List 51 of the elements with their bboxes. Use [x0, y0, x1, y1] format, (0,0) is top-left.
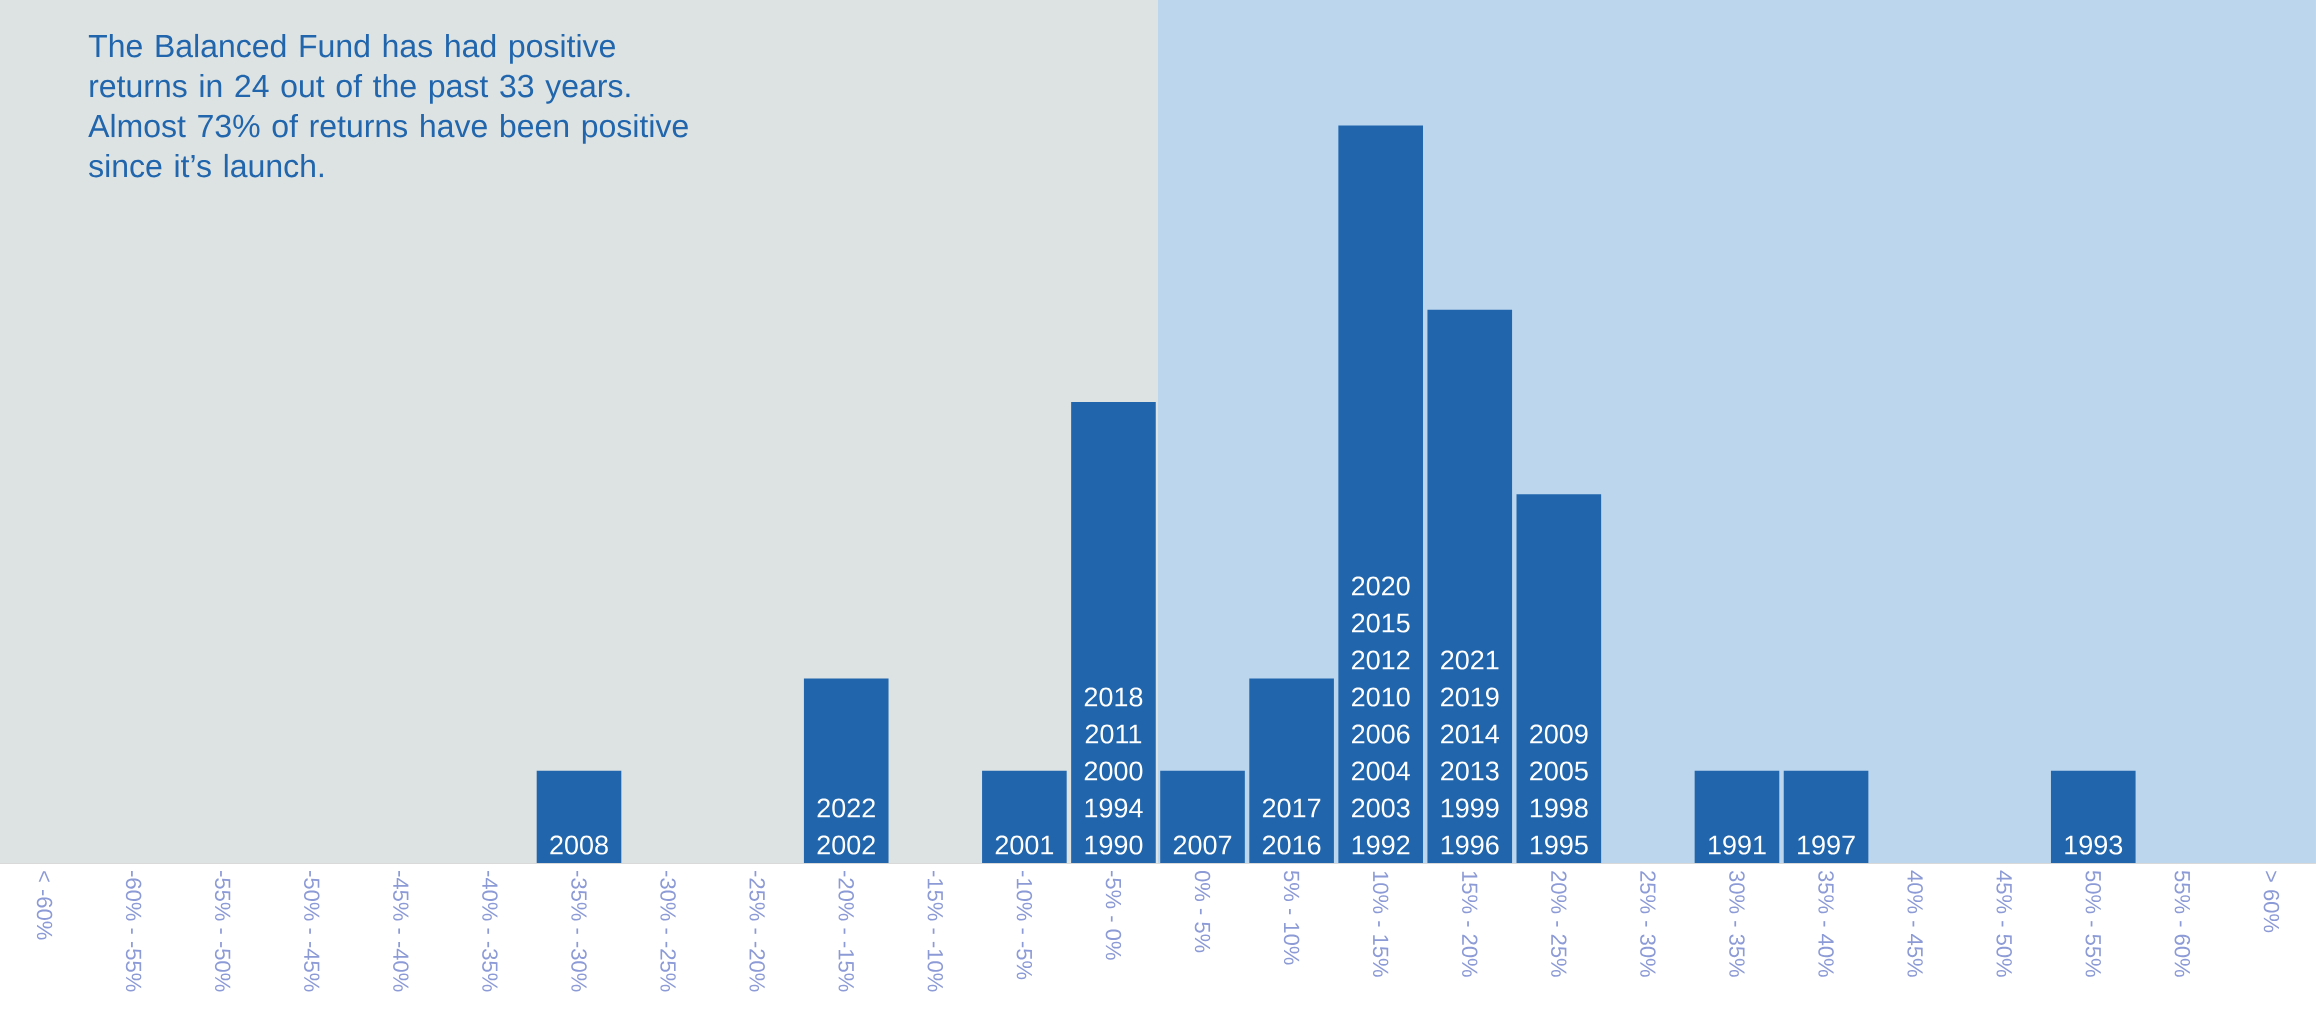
annotation: 2017 2016 — [1262, 798, 1321, 855]
annotation: 2008 — [550, 835, 608, 855]
x-tick-label: -25% - -20% — [749, 871, 765, 992]
annotation: 2009 2005 1998 1995 — [1530, 724, 1588, 855]
x-tick-label: 55% - 60% — [2174, 870, 2191, 977]
x-tick-label: > 60% — [2263, 871, 2280, 933]
x-tick-label: 0% - 5% — [1194, 870, 1211, 953]
x-tick-label: -10% - -5% — [1016, 871, 1033, 980]
x-tick-label: 50% - 55% — [2085, 870, 2102, 977]
x-tick-label: 35% - 40% — [1818, 870, 1834, 977]
annotation: 2021 2019 2014 2013 1999 1996 — [1441, 650, 1499, 855]
x-tick-label: -30% - -25% — [660, 871, 676, 992]
chart-title: The Balanced Fund has had positive returns in 24 out of the past 33 years. Almost 73% of returns have been positive since it’s launch. — [88, 33, 688, 178]
bar — [536, 770, 622, 863]
bar — [1160, 770, 1245, 863]
annotation: 1993 — [2065, 835, 2123, 855]
annotation: 2007 — [1173, 835, 1232, 855]
x-tick-label: -35% - -30% — [571, 871, 587, 992]
x-tick-label: -40% - -35% — [482, 871, 498, 992]
x-tick-label: -20% - -15% — [838, 871, 854, 992]
bar — [1516, 494, 1602, 863]
bar — [1071, 401, 1156, 863]
bar — [1694, 770, 1780, 863]
x-tick-label: -50% - -45% — [303, 871, 320, 992]
annotation: 2001 — [995, 835, 1054, 855]
x-tick-label: 5% - 10% — [1283, 870, 1300, 965]
bar — [803, 678, 889, 863]
annotation: 1991 — [1709, 835, 1766, 855]
bar — [982, 770, 1067, 863]
x-tick-label: -5% - 0% — [1105, 871, 1122, 960]
x-tick-label: 40% - 45% — [1907, 870, 1923, 977]
bar — [2050, 770, 2136, 863]
x-tick-label: -15% - -10% — [927, 871, 944, 992]
x-tick-label: 10% - 15% — [1372, 871, 1389, 977]
bar — [1249, 678, 1334, 863]
annotation: 2020 2015 2012 2010 2006 2004 2003 1992 — [1351, 576, 1410, 855]
bar — [1427, 309, 1513, 863]
x-tick-label: -60% - -55% — [125, 871, 142, 992]
x-tick-label: -45% - -40% — [393, 871, 409, 992]
annotation: 1997 — [1798, 835, 1855, 855]
x-tick-label: -55% - -50% — [214, 871, 231, 992]
x-tick-label: < -60% — [36, 871, 53, 940]
x-tick-label: 45% - 50% — [1996, 870, 2012, 977]
bar — [1338, 125, 1423, 863]
annotation: 2022 2002 — [817, 798, 875, 855]
x-tick-label: 25% - 30% — [1640, 871, 1656, 977]
x-tick-label: 20% - 25% — [1551, 871, 1567, 977]
annotation: 2018 2011 2000 1994 1990 — [1084, 687, 1143, 855]
x-tick-label: 15% - 20% — [1461, 871, 1478, 977]
bar — [1783, 770, 1869, 863]
x-tick-label: 30% - 35% — [1729, 870, 1745, 977]
